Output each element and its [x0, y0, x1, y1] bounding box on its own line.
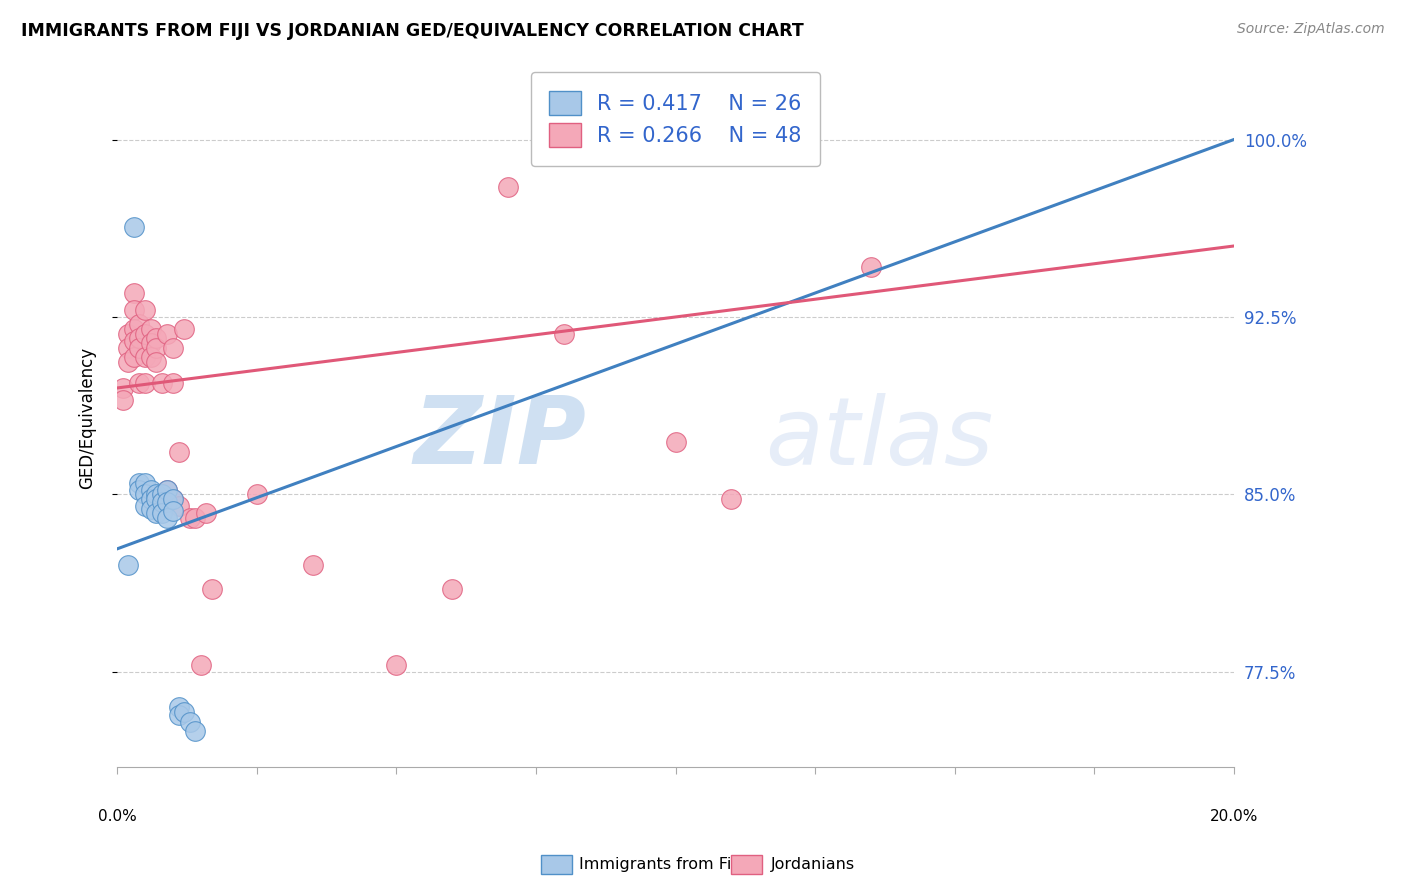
Point: [145, 487, 167, 501]
Point: [195, 507, 218, 521]
Text: IMMIGRANTS FROM FIJI VS JORDANIAN GED/EQUIVALENCY CORRELATION CHART: IMMIGRANTS FROM FIJI VS JORDANIAN GED/EQ…: [21, 22, 804, 40]
Point: [179, 714, 201, 729]
Point: [145, 492, 167, 507]
Point: [145, 331, 167, 345]
Point: [134, 326, 156, 341]
Point: [139, 492, 162, 507]
Point: [173, 322, 195, 336]
Point: [111, 392, 134, 407]
Point: [162, 376, 184, 391]
Text: 20.0%: 20.0%: [1209, 809, 1258, 824]
Point: [162, 341, 184, 355]
Point: [167, 445, 190, 459]
Point: [134, 376, 156, 391]
Point: [122, 220, 145, 235]
Point: [162, 504, 184, 518]
Point: [145, 341, 167, 355]
Point: [134, 350, 156, 364]
Point: [162, 492, 184, 507]
Point: [441, 582, 464, 596]
Point: [122, 286, 145, 301]
Point: [117, 341, 139, 355]
Text: Jordanians: Jordanians: [770, 857, 855, 871]
Point: [145, 355, 167, 369]
Text: 0.0%: 0.0%: [98, 809, 136, 824]
Point: [173, 705, 195, 719]
Point: [385, 657, 408, 672]
Point: [150, 487, 173, 501]
Point: [117, 558, 139, 573]
Point: [150, 494, 173, 508]
Point: [139, 501, 162, 516]
Point: [150, 376, 173, 391]
Text: Source: ZipAtlas.com: Source: ZipAtlas.com: [1237, 22, 1385, 37]
Point: [128, 341, 150, 355]
Point: [122, 302, 145, 317]
Point: [117, 355, 139, 369]
Point: [201, 582, 224, 596]
Point: [190, 657, 212, 672]
Point: [128, 475, 150, 490]
Point: [134, 475, 156, 490]
Point: [150, 507, 173, 521]
Point: [553, 326, 575, 341]
Point: [134, 500, 156, 514]
Point: [156, 326, 179, 341]
Point: [156, 483, 179, 497]
Point: [156, 511, 179, 525]
Point: [184, 724, 207, 739]
Y-axis label: GED/Equivalency: GED/Equivalency: [79, 346, 96, 489]
Point: [859, 260, 882, 275]
Point: [167, 700, 190, 714]
Point: [128, 483, 150, 497]
Point: [128, 317, 150, 331]
Point: [162, 492, 184, 507]
Point: [122, 350, 145, 364]
Point: [134, 302, 156, 317]
Point: [145, 507, 167, 521]
Point: [167, 707, 190, 722]
Point: [150, 492, 173, 507]
Point: [111, 381, 134, 395]
Point: [301, 558, 323, 573]
Point: [122, 334, 145, 348]
Point: [128, 376, 150, 391]
Point: [139, 483, 162, 497]
Text: Immigrants from Fiji: Immigrants from Fiji: [579, 857, 741, 871]
Point: [117, 326, 139, 341]
Point: [184, 511, 207, 525]
Point: [496, 179, 519, 194]
Point: [664, 435, 686, 450]
Point: [128, 331, 150, 345]
Point: [720, 492, 742, 507]
Point: [122, 322, 145, 336]
Text: atlas: atlas: [765, 393, 993, 484]
Point: [134, 487, 156, 501]
Point: [139, 350, 162, 364]
Point: [156, 483, 179, 497]
Point: [167, 500, 190, 514]
Text: ZIP: ZIP: [413, 392, 586, 484]
Point: [139, 336, 162, 351]
Point: [156, 494, 179, 508]
Legend: R = 0.417    N = 26, R = 0.266    N = 48: R = 0.417 N = 26, R = 0.266 N = 48: [530, 72, 821, 166]
Point: [179, 511, 201, 525]
Point: [139, 322, 162, 336]
Point: [246, 487, 269, 501]
